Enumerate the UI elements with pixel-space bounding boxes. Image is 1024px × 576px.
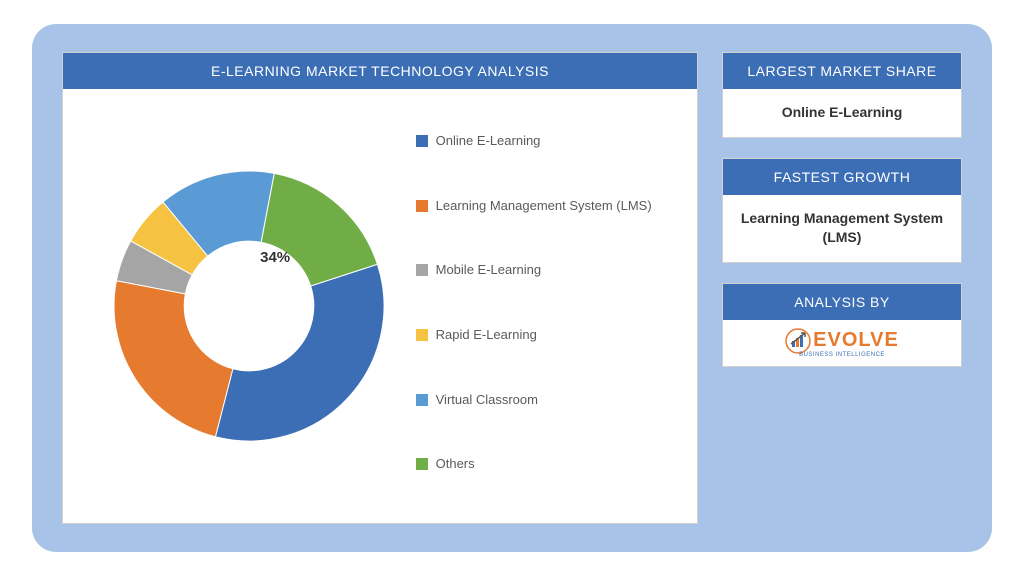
side-column: LARGEST MARKET SHARE Online E-Learning F… (722, 52, 962, 524)
legend: Online E-Learning Learning Management Sys… (416, 105, 677, 507)
donut-segment (261, 173, 377, 286)
chart-body: 34% Online E-Learning Learning Management… (63, 89, 697, 523)
legend-swatch (416, 135, 428, 147)
largest-share-title: LARGEST MARKET SHARE (723, 53, 961, 89)
legend-item: Learning Management System (LMS) (416, 198, 677, 215)
legend-item: Rapid E-Learning (416, 327, 677, 344)
largest-share-value: Online E-Learning (723, 89, 961, 137)
legend-swatch (416, 394, 428, 406)
legend-item: Mobile E-Learning (416, 262, 677, 279)
legend-item: Others (416, 456, 677, 473)
legend-item: Virtual Classroom (416, 392, 677, 409)
donut-chart (114, 171, 384, 441)
largest-share-card: LARGEST MARKET SHARE Online E-Learning (722, 52, 962, 138)
donut-center-label: 34% (260, 249, 290, 266)
donut-wrap: 34% (114, 171, 384, 441)
legend-swatch (416, 329, 428, 341)
legend-swatch (416, 264, 428, 276)
analysis-by-title: ANALYSIS BY (723, 284, 961, 320)
fastest-growth-title: FASTEST GROWTH (723, 159, 961, 195)
legend-label: Mobile E-Learning (436, 262, 542, 279)
logo-icon (785, 328, 811, 354)
legend-label: Learning Management System (LMS) (436, 198, 652, 215)
donut-segment (216, 264, 385, 441)
main-panel-title: E-LEARNING MARKET TECHNOLOGY ANALYSIS (63, 53, 697, 89)
donut-segment (114, 281, 233, 437)
legend-label: Online E-Learning (436, 133, 541, 150)
logo-body: EVOLVE BUSINESS INTELLIGENCE (723, 320, 961, 366)
fastest-growth-card: FASTEST GROWTH Learning Management Syste… (722, 158, 962, 263)
legend-label: Others (436, 456, 475, 473)
evolve-logo: EVOLVE BUSINESS INTELLIGENCE (785, 328, 899, 358)
fastest-growth-value: Learning Management System (LMS) (723, 195, 961, 262)
logo-text: EVOLVE (813, 329, 899, 352)
logo-subtext: BUSINESS INTELLIGENCE (799, 352, 885, 358)
logo-main: EVOLVE (785, 328, 899, 354)
donut-chart-area: 34% (83, 105, 416, 507)
legend-swatch (416, 458, 428, 470)
legend-label: Rapid E-Learning (436, 327, 537, 344)
legend-swatch (416, 200, 428, 212)
main-chart-panel: E-LEARNING MARKET TECHNOLOGY ANALYSIS 34… (62, 52, 698, 524)
legend-label: Virtual Classroom (436, 392, 538, 409)
analysis-by-card: ANALYSIS BY EVOLVE BUSINESS INTELLIGENC (722, 283, 962, 367)
dashboard-container: E-LEARNING MARKET TECHNOLOGY ANALYSIS 34… (32, 24, 992, 552)
legend-item: Online E-Learning (416, 133, 677, 150)
